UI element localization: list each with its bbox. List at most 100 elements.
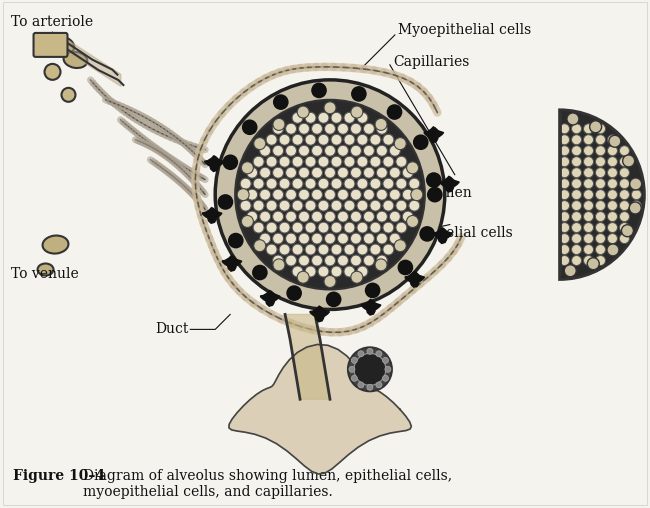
Circle shape [344,266,355,277]
Circle shape [619,234,629,243]
Circle shape [292,134,303,145]
Circle shape [367,384,373,390]
Circle shape [350,255,361,266]
Circle shape [389,189,400,200]
Circle shape [571,189,582,200]
Circle shape [324,167,335,178]
Circle shape [318,112,329,123]
Circle shape [259,145,270,156]
Circle shape [584,168,593,178]
Circle shape [395,240,406,251]
Circle shape [571,201,582,211]
Circle shape [584,256,593,266]
Circle shape [363,255,374,266]
Polygon shape [202,208,222,224]
Ellipse shape [38,264,53,275]
Circle shape [560,124,569,134]
Circle shape [584,201,593,211]
Circle shape [337,167,348,178]
Circle shape [631,179,642,188]
Circle shape [376,123,387,134]
Circle shape [229,234,243,247]
Polygon shape [361,299,381,315]
Circle shape [344,244,355,255]
Circle shape [587,258,599,270]
Circle shape [292,244,303,255]
Circle shape [560,179,569,188]
Circle shape [407,162,419,174]
Circle shape [608,189,617,200]
Circle shape [619,212,629,221]
Circle shape [375,259,387,271]
Circle shape [571,146,582,156]
Circle shape [285,123,296,134]
Circle shape [266,200,277,211]
Circle shape [62,88,75,102]
Circle shape [318,156,329,167]
Circle shape [571,223,582,233]
Circle shape [337,145,348,156]
Circle shape [298,211,309,222]
Circle shape [571,179,582,188]
Circle shape [357,156,368,167]
Circle shape [344,156,355,167]
Circle shape [608,179,617,188]
Circle shape [215,80,445,309]
Circle shape [608,156,617,167]
Text: To arteriole: To arteriole [10,15,93,29]
Circle shape [318,200,329,211]
Circle shape [241,215,254,228]
Circle shape [595,179,606,188]
Circle shape [311,145,322,156]
Circle shape [305,266,316,277]
Circle shape [305,134,316,145]
Circle shape [357,134,368,145]
Circle shape [571,244,582,255]
Circle shape [331,266,342,277]
Circle shape [253,156,264,167]
Circle shape [298,123,309,134]
Text: Capillaries: Capillaries [393,55,469,69]
Circle shape [358,351,364,357]
Circle shape [44,64,60,80]
Circle shape [305,222,316,233]
Circle shape [246,167,257,178]
Circle shape [584,135,593,145]
Circle shape [305,178,316,189]
Circle shape [350,233,361,244]
Circle shape [387,105,402,119]
Circle shape [363,211,374,222]
Circle shape [279,134,290,145]
Circle shape [608,212,617,221]
Circle shape [621,225,633,237]
Circle shape [327,293,341,306]
Circle shape [337,189,348,200]
Circle shape [279,200,290,211]
Circle shape [311,233,322,244]
Circle shape [560,212,569,221]
Circle shape [376,382,382,388]
Circle shape [595,234,606,243]
Circle shape [595,124,606,134]
Circle shape [370,134,381,145]
Circle shape [608,168,617,178]
Circle shape [351,271,363,283]
Circle shape [623,155,634,167]
Circle shape [595,146,606,156]
Circle shape [357,222,368,233]
Circle shape [560,189,569,200]
Circle shape [584,124,593,134]
Ellipse shape [47,36,74,54]
Circle shape [396,200,407,211]
Circle shape [376,189,387,200]
Circle shape [414,135,428,149]
Circle shape [331,178,342,189]
Circle shape [357,178,368,189]
Circle shape [253,178,264,189]
Circle shape [305,112,316,123]
Circle shape [318,266,329,277]
Circle shape [571,168,582,178]
Ellipse shape [64,52,87,68]
Circle shape [279,178,290,189]
Circle shape [584,212,593,221]
